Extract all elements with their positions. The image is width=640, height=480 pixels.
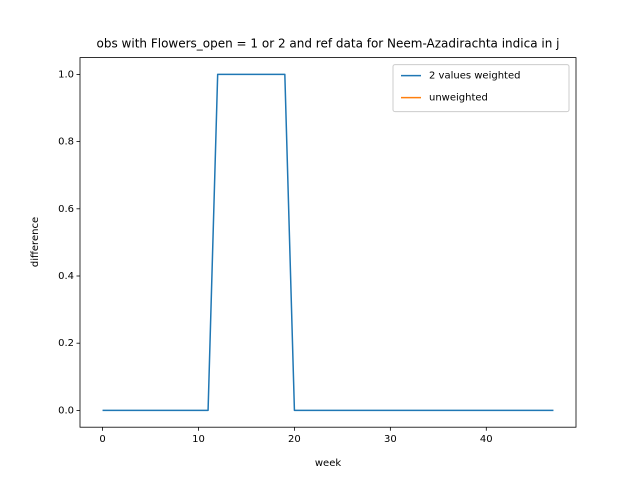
y-tick-label: 0.8 (58, 137, 74, 148)
plot-frame (79, 57, 577, 428)
x-tick-label: 0 (99, 434, 105, 445)
y-tick-label: 0.4 (58, 271, 74, 282)
line-series (102, 73, 554, 412)
x-tick-label: 10 (192, 434, 205, 445)
legend-box (392, 64, 570, 113)
legend-label: unweighted (429, 93, 488, 104)
y-tick-label: 1.0 (58, 69, 74, 80)
x-axis-label: week (315, 458, 341, 469)
x-tick-label: 20 (288, 434, 301, 445)
y-tick-label: 0.2 (58, 338, 74, 349)
x-tick-label: 40 (480, 434, 493, 445)
chart-title: obs with Flowers_open = 1 or 2 and ref d… (97, 37, 560, 51)
y-tick-label: 0.0 (58, 405, 74, 416)
x-tick-label: 30 (384, 434, 397, 445)
y-axis-label: difference (30, 217, 41, 267)
legend-label: 2 values weighted (429, 71, 520, 82)
y-tick-label: 0.6 (58, 204, 74, 215)
